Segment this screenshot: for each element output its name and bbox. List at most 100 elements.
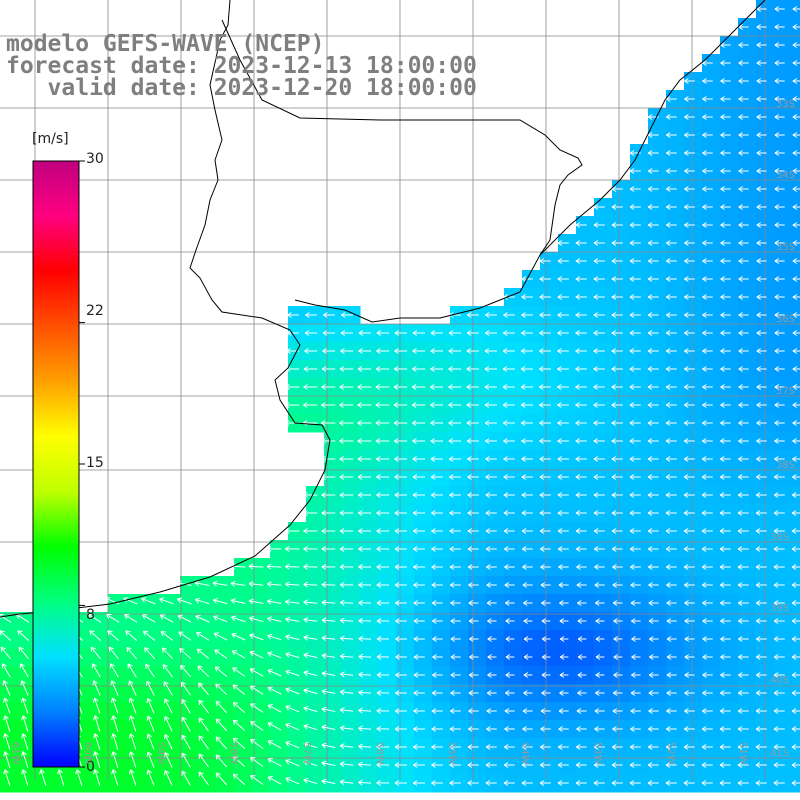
wind-arrow	[575, 474, 587, 480]
wind-arrow	[755, 690, 767, 696]
wind-arrow	[21, 733, 29, 750]
wind-arrow	[267, 668, 282, 677]
wind-arrow	[126, 646, 137, 660]
wind-arrow	[198, 771, 209, 786]
wind-arrow	[791, 762, 800, 768]
lat-label: 38S	[770, 532, 790, 543]
wind-arrow	[339, 492, 354, 498]
wind-arrow	[250, 739, 264, 749]
wind-arrow	[647, 402, 659, 408]
wind-arrow	[756, 312, 767, 318]
wind-arrow	[467, 546, 479, 552]
wind-arrow	[683, 456, 695, 462]
wind-arrow	[647, 276, 659, 282]
wind-arrow	[755, 636, 767, 642]
wind-arrow	[595, 690, 605, 696]
wind-arrow	[611, 420, 623, 426]
wind-arrow	[505, 672, 515, 678]
wind-arrow	[737, 546, 749, 552]
wind-arrow	[665, 420, 677, 426]
wind-arrow	[738, 384, 749, 390]
wind-arrow	[648, 564, 659, 570]
wind-arrow	[376, 348, 390, 354]
wind-arrow	[792, 60, 800, 66]
wind-arrow	[719, 744, 731, 750]
wind-arrow	[339, 420, 354, 426]
wind-arrow	[431, 726, 443, 732]
wind-arrow	[575, 294, 587, 300]
wind-arrow	[232, 701, 246, 714]
wind-arrow	[756, 96, 767, 102]
wind-arrow	[701, 438, 713, 444]
wind-arrow	[539, 420, 551, 426]
wind-arrow	[720, 186, 731, 192]
wind-arrow	[430, 420, 444, 426]
wind-arrow	[521, 762, 533, 768]
wind-arrow	[756, 420, 767, 426]
wind-arrow	[303, 563, 318, 570]
wind-arrow	[702, 708, 713, 714]
wind-arrow	[773, 744, 785, 750]
wind-arrow	[164, 770, 173, 786]
wind-arrow	[394, 474, 408, 480]
wind-arrow	[504, 564, 515, 570]
wind-arrow	[449, 582, 461, 588]
wind-arrow	[684, 276, 695, 282]
wind-arrow	[450, 618, 461, 624]
wind-arrow	[575, 222, 587, 228]
wind-arrow	[339, 779, 354, 786]
wind-arrow	[431, 780, 443, 786]
wind-arrow	[774, 294, 785, 300]
wind-arrow	[665, 114, 677, 120]
colorbar-tick: 22	[86, 303, 104, 319]
wind-arrow	[756, 150, 767, 156]
wind-arrow	[432, 654, 443, 660]
wind-arrow	[504, 726, 515, 732]
wind-arrow	[375, 366, 390, 372]
wind-arrow	[719, 546, 731, 552]
wind-arrow	[0, 646, 11, 660]
wind-arrow	[413, 618, 425, 624]
wind-arrow	[774, 6, 785, 12]
wind-arrow	[701, 744, 713, 750]
wind-arrow	[684, 150, 695, 156]
wind-arrow	[773, 690, 785, 696]
wind-arrow	[232, 719, 246, 732]
wind-arrow	[2, 680, 11, 696]
wind-arrow	[412, 510, 425, 516]
wind-arrow	[701, 582, 713, 588]
wind-arrow	[375, 438, 390, 444]
wind-arrow	[773, 528, 785, 534]
wind-arrow	[230, 598, 246, 605]
wind-arrow	[792, 150, 800, 156]
wind-arrow	[321, 599, 336, 606]
wind-arrow	[287, 312, 299, 318]
wind-arrow	[648, 582, 659, 588]
wind-arrow	[413, 582, 425, 588]
wind-arrow	[630, 564, 641, 570]
wind-arrow	[612, 690, 623, 696]
forecast-date: forecast date: 2023-12-13 18:00:00	[6, 53, 477, 79]
wind-arrow	[774, 438, 785, 444]
wind-arrow	[702, 240, 713, 246]
wind-arrow	[774, 348, 785, 354]
wind-arrow	[738, 24, 749, 30]
wind-arrow	[449, 744, 461, 750]
wind-arrow	[521, 474, 533, 480]
wind-arrow	[557, 402, 569, 408]
coast-west	[0, 0, 331, 618]
wind-arrow	[358, 330, 372, 336]
wind-arrow	[666, 582, 677, 588]
wind-arrow	[285, 634, 300, 641]
wind-arrow	[357, 456, 372, 462]
wind-arrow	[577, 600, 587, 606]
wind-arrow	[267, 633, 282, 641]
wind-arrow	[266, 581, 282, 588]
wind-arrow	[792, 456, 800, 462]
wind-arrow	[575, 762, 587, 768]
wind-arrow	[3, 733, 11, 750]
wind-arrow	[285, 723, 300, 731]
wind-arrow	[647, 762, 659, 768]
lat-label: 39S	[770, 603, 790, 614]
wind-arrow	[577, 636, 587, 642]
